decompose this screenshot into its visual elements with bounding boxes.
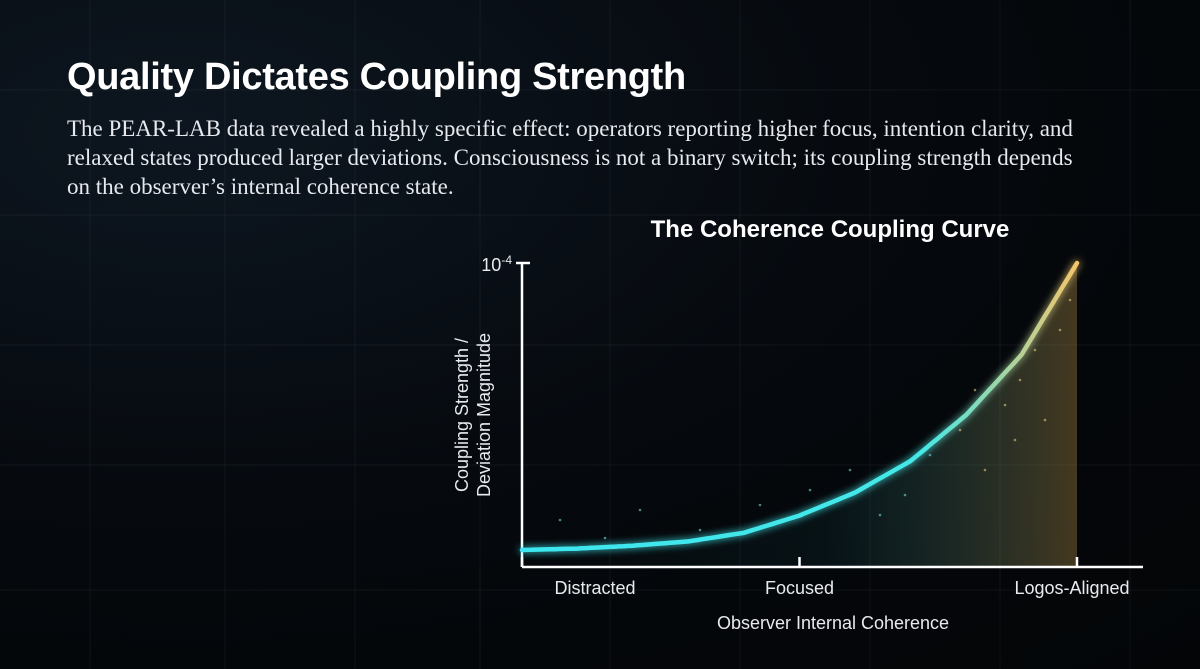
x-tick-label: Distracted [554, 578, 635, 598]
sparkle-dot [903, 493, 907, 497]
sparkle-dot [1013, 438, 1017, 442]
sparkle-dot [638, 508, 642, 512]
sparkle-dot [973, 388, 977, 392]
sparkle-dot [983, 468, 987, 472]
sparkle-dot [958, 428, 962, 432]
chart-title: The Coherence Coupling Curve [650, 216, 1010, 243]
sparkle-dot [758, 503, 762, 507]
y-axis-label-line: Deviation Magnitude [474, 333, 494, 497]
sparkle-dot [848, 468, 852, 472]
slide-title: Quality Dictates Coupling Strength [67, 56, 686, 98]
sparkle-dot [1068, 298, 1072, 302]
sparkle-dot [698, 528, 702, 532]
y-max-label: 10-4 [481, 253, 512, 275]
sparkle-dot [1058, 328, 1062, 332]
sparkle-dot [878, 513, 882, 517]
y-max-exponent: -4 [501, 253, 512, 267]
sparkle-dot [808, 488, 812, 492]
curve-glow-area [522, 263, 1077, 567]
y-axis-label-line: Coupling Strength / [452, 338, 472, 492]
y-max-base: 10 [481, 255, 501, 275]
coherence-coupling-curve [519, 260, 1080, 553]
sparkle-dot [603, 536, 607, 540]
x-axis-label: Observer Internal Coherence [717, 613, 949, 633]
sparkle-dot [1003, 403, 1007, 407]
x-tick-label: Logos-Aligned [1014, 578, 1129, 598]
x-tick-label: Focused [765, 578, 834, 598]
sparkle-dot [1033, 348, 1037, 352]
sparkle-dot [928, 453, 932, 457]
slide-body-text: The PEAR-LAB data revealed a highly spec… [67, 116, 1073, 199]
sparkle-particles [558, 298, 1072, 540]
y-axis-label: Coupling Strength / Deviation Magnitude [452, 333, 494, 497]
sparkle-dot [1018, 378, 1022, 382]
sparkle-dot [1043, 418, 1047, 422]
sparkle-dot [558, 518, 562, 522]
